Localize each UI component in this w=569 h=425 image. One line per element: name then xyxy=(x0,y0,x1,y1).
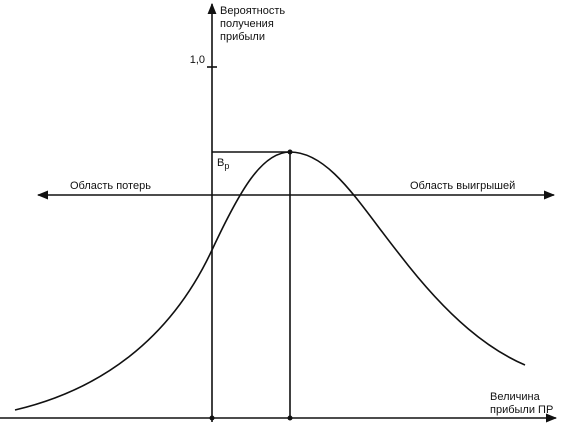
y-axis-label: Вероятность xyxy=(220,5,285,17)
peak-label-main: В xyxy=(217,157,224,169)
loss-label: Область потерь xyxy=(70,180,151,192)
axis-dot xyxy=(209,415,215,421)
y-axis-label: получения xyxy=(220,18,274,30)
peak-label: Вр xyxy=(217,157,229,171)
x-axis-label: прибыли ПР xyxy=(490,404,553,416)
gain-label: Область выигрышей xyxy=(410,180,515,192)
x-axis-label: Величина xyxy=(490,391,541,403)
y-axis-label: прибыли xyxy=(220,31,265,43)
axis-dot xyxy=(287,415,293,421)
peak-label-sub: р xyxy=(224,161,229,171)
y-tick-label: 1,0 xyxy=(190,54,205,66)
probability-curve xyxy=(14,151,526,411)
